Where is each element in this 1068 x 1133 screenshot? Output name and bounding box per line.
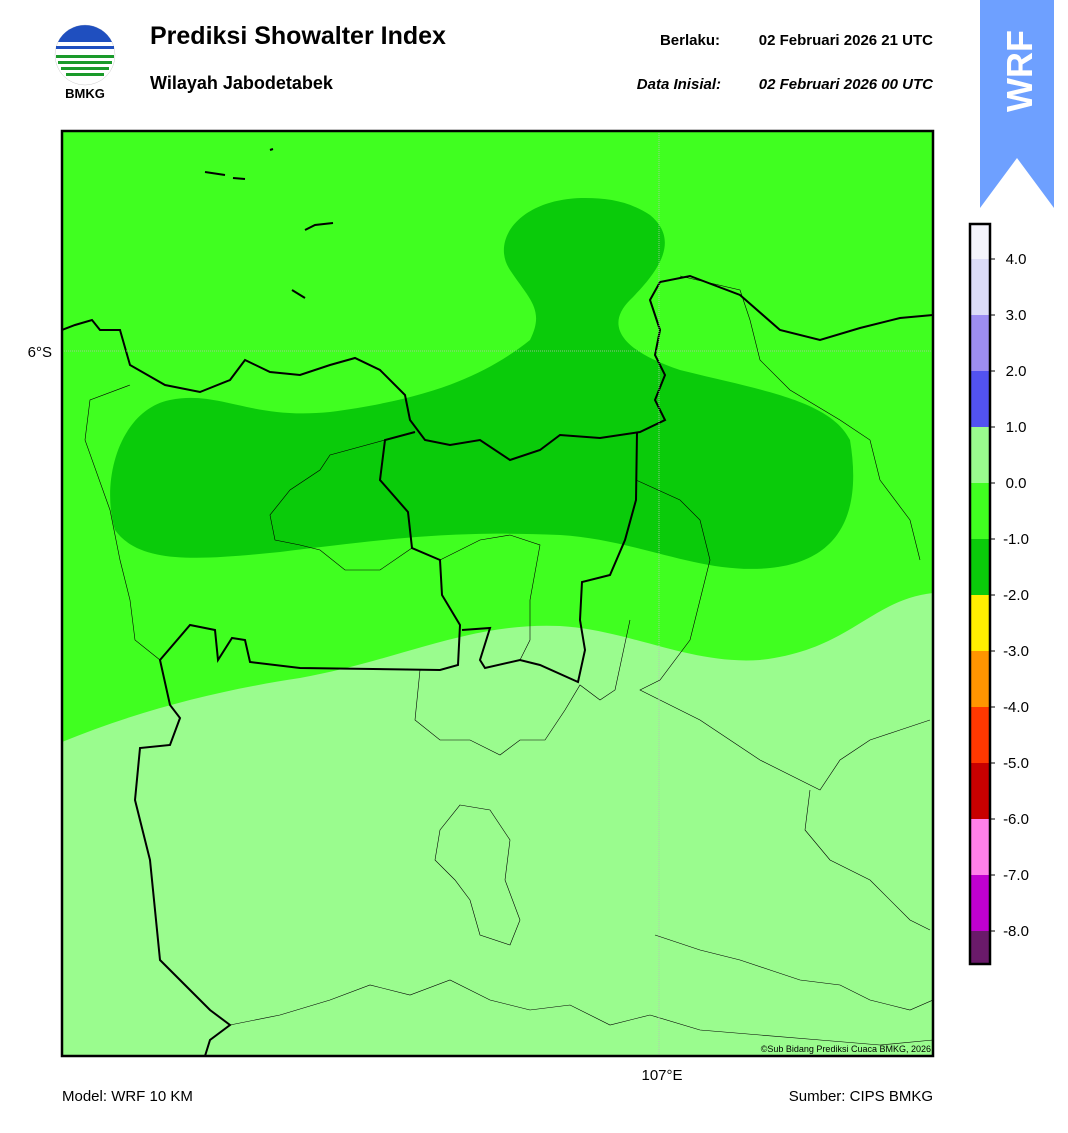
colorbar: 4.0 3.0 2.0 1.0 0.0 -1.0 -2.0 -3.0 -4.0 -5.0 -6.0 -…: [968, 222, 1029, 966]
field-dark: [110, 198, 854, 569]
subtitle: Wilayah Jabodetabek: [150, 73, 334, 93]
colorbar-label: 3.0: [1006, 307, 1027, 324]
footer-model: Model: WRF 10 KM: [62, 1088, 193, 1105]
colorbar-segment: [970, 539, 990, 595]
colorbar-segment: [970, 224, 990, 259]
colorbar-label: -6.0: [1003, 811, 1029, 828]
colorbar-segment: [970, 315, 990, 371]
colorbar-segment: [970, 427, 990, 483]
colorbar-label: -1.0: [1003, 531, 1029, 548]
colorbar-label: -2.0: [1003, 587, 1029, 604]
map-frame: [60, 129, 935, 1058]
footer-source: Sumber: CIPS BMKG: [789, 1088, 933, 1105]
colorbar-label: -5.0: [1003, 755, 1029, 772]
colorbar-segment: [970, 371, 990, 427]
colorbar-label: 0.0: [1006, 475, 1027, 492]
colorbar-segment: [970, 875, 990, 931]
valid-time: 02 Februari 2026 21 UTC: [759, 32, 933, 49]
colorbar-segment: [970, 763, 990, 819]
colorbar-segment: [970, 483, 990, 539]
logo: BMKG: [54, 24, 116, 101]
colorbar-segment: [970, 651, 990, 707]
colorbar-segment: [970, 819, 990, 875]
colorbar-label: -8.0: [1003, 923, 1029, 940]
lat-label: 6°S: [28, 344, 52, 361]
colorbar-frame: [968, 222, 992, 966]
colorbar-segment: [970, 595, 990, 651]
badge: WRF: [999, 30, 1040, 112]
logo-text: BMKG: [65, 86, 105, 101]
map: [62, 131, 933, 1056]
colorbar-label: -4.0: [1003, 699, 1029, 716]
colorbar-label: -7.0: [1003, 867, 1029, 884]
init-label: Data Inisial:: [637, 76, 721, 93]
colorbar-segment: [970, 259, 990, 315]
title: Prediksi Showalter Index: [150, 22, 446, 50]
valid-label: Berlaku:: [660, 32, 720, 49]
colorbar-segment: [970, 931, 990, 964]
colorbar-label: -3.0: [1003, 643, 1029, 660]
init-time: 02 Februari 2026 00 UTC: [759, 76, 934, 93]
colorbar-label: 4.0: [1006, 251, 1027, 268]
colorbar-label: 2.0: [1006, 363, 1027, 380]
lon-label: 107°E: [641, 1067, 682, 1084]
colorbar-segment: [970, 707, 990, 763]
credit: ©Sub Bidang Prediksi Cuaca BMKG, 2026: [761, 1044, 931, 1054]
badge-ribbon: [980, 0, 1054, 208]
colorbar-label: 1.0: [1006, 419, 1027, 436]
